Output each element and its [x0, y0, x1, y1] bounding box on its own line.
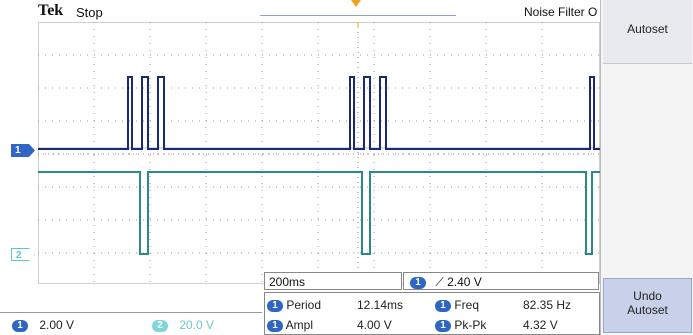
measurement-label: Period [286, 298, 322, 312]
trigger-source-badge: 1 [410, 276, 426, 289]
measurement-label: Freq [454, 298, 480, 312]
waveform-graticule [38, 22, 600, 284]
measurement-source-badge: 1 [267, 299, 283, 312]
top-status-bar: Tek Stop Noise Filter Off [0, 0, 600, 22]
measurement-period[interactable]: 1 Period [267, 298, 321, 312]
trigger-level-value: 2.40 V [447, 275, 482, 289]
measurement-source-badge: 1 [435, 319, 451, 332]
measurement-ampl[interactable]: 1 Ampl [267, 318, 313, 332]
ch1-scale-readout[interactable]: 1 2.00 V [12, 318, 74, 332]
measurement-source-badge: 1 [267, 319, 283, 332]
undo-label: Undo [633, 289, 662, 303]
trigger-readout[interactable]: 1 ⟋ 2.40 V [403, 272, 599, 290]
brand-logo: Tek [38, 2, 64, 19]
autoset-label: Autoset [627, 303, 668, 317]
ch2-waveform [38, 171, 600, 255]
measurement-value: 12.14ms [357, 298, 404, 312]
ch2-scale-value: 20.0 V [179, 318, 215, 332]
measurement-freq[interactable]: 1 Freq [435, 298, 479, 312]
rising-edge-icon: ⟋ [435, 275, 444, 289]
channel-scale-bar [0, 312, 262, 335]
record-view-bar [260, 2, 456, 16]
ch2-level-marker[interactable]: 2 [11, 248, 35, 261]
ch1-waveform [38, 76, 600, 150]
trigger-position-marker-icon [351, 0, 361, 7]
acquisition-state: Stop [76, 5, 103, 20]
ch1-scale-value: 2.00 V [39, 318, 75, 332]
ch2-badge: 2 [152, 319, 168, 332]
autoset-button[interactable]: Autoset [603, 0, 692, 64]
waveform-display[interactable] [38, 22, 600, 284]
ch2-scale-readout[interactable]: 2 20.0 V [152, 318, 214, 332]
measurement-label: Ampl [285, 318, 314, 332]
noise-filter-status: Noise Filter Off [524, 5, 598, 19]
side-menu: Autoset Undo Autoset [600, 0, 693, 335]
measurement-value: 4.00 V [357, 318, 392, 332]
timebase-readout[interactable]: 200ms [264, 272, 402, 290]
measurement-value: 82.35 Hz [523, 298, 572, 312]
measurement-value: 4.32 V [523, 318, 558, 332]
ch1-level-marker[interactable]: 1 [11, 144, 35, 157]
measurement-source-badge: 1 [435, 299, 451, 312]
measurement-panel: 1 Period 12.14ms 1 Freq 82.35 Hz 1 Ampl … [264, 292, 600, 335]
measurement-label: Pk-Pk [454, 318, 487, 332]
undo-autoset-button[interactable]: Undo Autoset [603, 278, 692, 333]
ch1-badge: 1 [12, 319, 28, 332]
measurement-pkpk[interactable]: 1 Pk-Pk [435, 318, 486, 332]
